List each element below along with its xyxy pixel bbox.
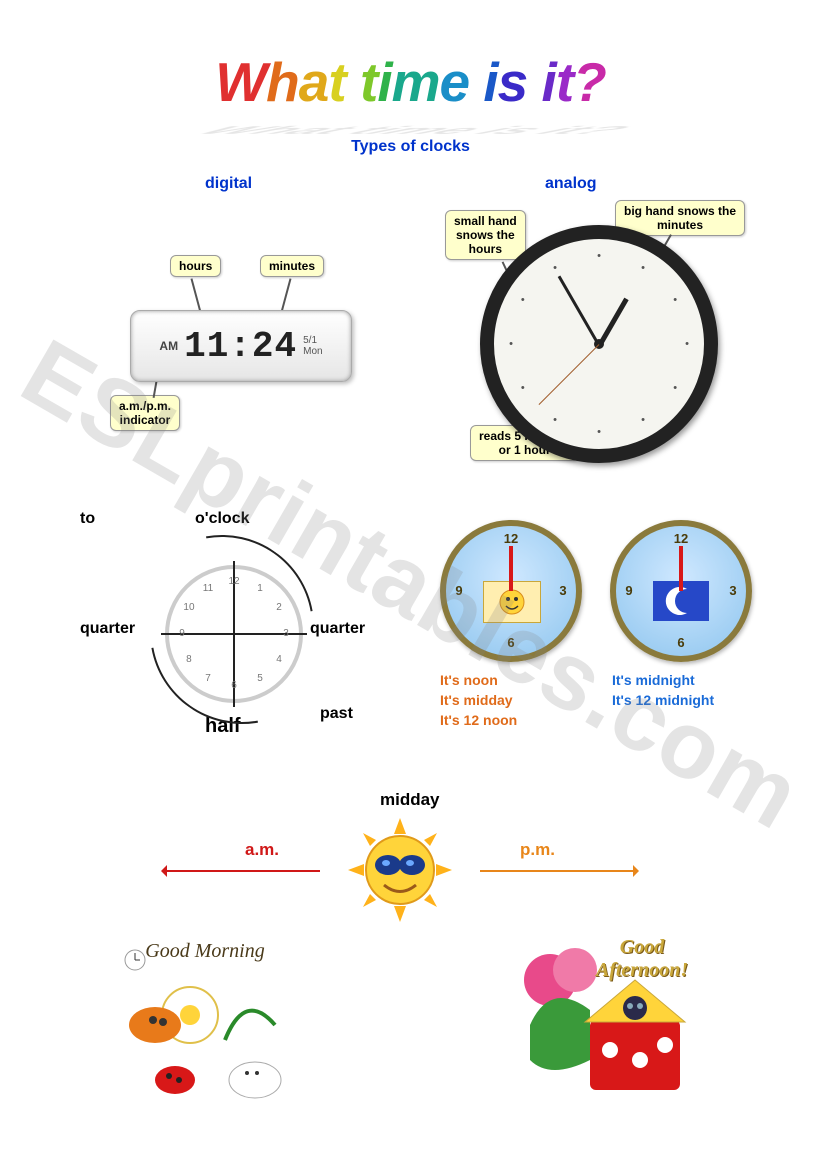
analog-clock: • • • • • • • • • • • • [480, 225, 718, 463]
callout-hours: hours [170, 255, 221, 277]
small-face-number: 6 [672, 635, 690, 650]
midnight-hand [679, 546, 683, 591]
qface-number: 1 [252, 583, 268, 594]
noon-text: It's noonIt's middayIt's 12 noon [440, 670, 517, 730]
small-face-number: 3 [724, 583, 742, 598]
qface-number: 11 [200, 583, 216, 594]
label-am: a.m. [245, 840, 279, 860]
column-header-analog: analog [545, 175, 597, 193]
qface-number: 3 [278, 628, 294, 639]
hour-marker: • [545, 262, 565, 274]
hour-marker: • [665, 382, 685, 394]
noon-clock: 12 3 6 9 [440, 520, 582, 662]
noon-hand [509, 546, 513, 591]
digital-clock: AM 11:24 5/1 Mon [130, 310, 352, 382]
hour-hand [597, 298, 629, 348]
column-header-digital: digital [205, 175, 252, 193]
arrow-am [165, 870, 320, 872]
small-face-number: 9 [620, 583, 638, 598]
qface-number: 10 [181, 602, 197, 613]
quarter-clock-face: 12 12 3 45678 9 1011 [165, 565, 303, 703]
subtitle: Types of clocks [0, 138, 821, 156]
leader-line [281, 278, 292, 312]
digital-date: 5/1 Mon [303, 335, 322, 357]
minute-hand [558, 275, 601, 346]
qface-number: 12 [226, 576, 242, 587]
small-face-number: 9 [450, 583, 468, 598]
qface-number: 5 [252, 673, 268, 684]
callout-small-hand: small hand snows the hours [445, 210, 526, 260]
good-morning-card: Good Morning [95, 930, 315, 1110]
label-pm: p.m. [520, 840, 555, 860]
label-past: past [320, 705, 353, 723]
label-midday: midday [380, 790, 440, 810]
qface-number: 8 [181, 654, 197, 665]
digital-ampm: AM [159, 339, 178, 353]
label-to: to [80, 510, 95, 528]
page-title-wrap: What time is it? What time is it? [0, 50, 821, 114]
qface-number: 9 [174, 628, 190, 639]
hour-marker: • [545, 414, 565, 426]
label-oclock: o'clock [195, 510, 250, 528]
hour-marker: • [589, 426, 609, 438]
hour-marker: • [513, 382, 533, 394]
good-afternoon-label: Good Afternoon! [582, 936, 702, 982]
digital-date-val: 5/1 [303, 335, 317, 346]
qface-number: 4 [271, 654, 287, 665]
hour-marker: • [633, 414, 653, 426]
qface-number: 7 [200, 673, 216, 684]
title-shadow: What time is it? [0, 124, 821, 137]
small-face-number: 12 [502, 531, 520, 546]
arrow-pm [480, 870, 635, 872]
hour-marker: • [589, 250, 609, 262]
digital-time: 11:24 [184, 326, 297, 367]
quarter-half-diagram: to o'clock quarter quarter half past 121… [80, 510, 380, 740]
leader-line [191, 278, 202, 312]
second-hand [539, 344, 600, 405]
small-face-number: 3 [554, 583, 572, 598]
midnight-text: It's midnightIt's 12 midnight [612, 670, 714, 710]
qface-number: 2 [271, 602, 287, 613]
small-face-number: 12 [672, 531, 690, 546]
hour-marker: • [501, 338, 521, 350]
sun-sunglasses-icon [345, 815, 455, 925]
page-title: What time is it? [215, 50, 606, 114]
callout-ampm: a.m./p.m. indicator [110, 395, 180, 431]
callout-minutes: minutes [260, 255, 324, 277]
label-quarter-left: quarter [80, 620, 135, 638]
hour-marker: • [677, 338, 697, 350]
good-afternoon-card: Good Afternoon! [490, 930, 710, 1110]
hour-marker: • [665, 294, 685, 306]
good-morning-label: Good Morning [95, 940, 315, 963]
small-face-number: 6 [502, 635, 520, 650]
midnight-clock: 12 3 6 9 [610, 520, 752, 662]
digital-dow: Mon [303, 346, 322, 357]
qface-number: 6 [226, 680, 242, 691]
hour-marker: • [633, 262, 653, 274]
hour-marker: • [513, 294, 533, 306]
